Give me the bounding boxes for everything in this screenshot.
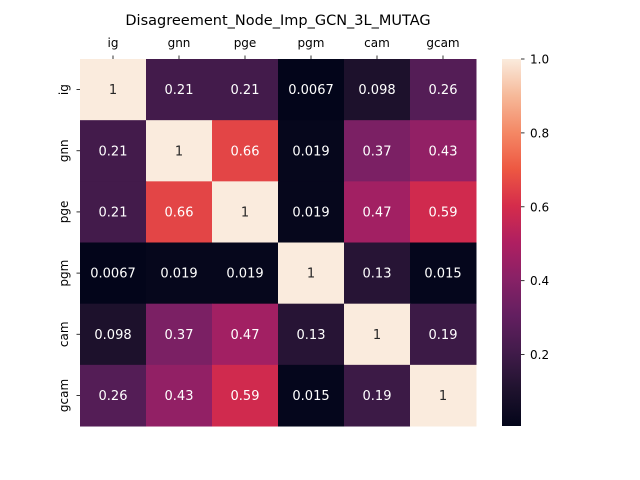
- cell-value-label: 1: [439, 389, 447, 404]
- cell-value-label: 0.66: [165, 205, 194, 220]
- cell-value-label: 0.015: [424, 267, 461, 282]
- x-tick-label: ig: [108, 36, 119, 50]
- cell-value-label: 0.21: [165, 83, 194, 98]
- cell-value-label: 1: [109, 83, 117, 98]
- cell-value-label: 0.37: [363, 144, 392, 159]
- cell-value-label: 0.0067: [90, 267, 136, 282]
- x-tick-label: gcam: [426, 36, 459, 50]
- colorbar: [502, 59, 521, 426]
- y-tick-label: ig: [57, 84, 71, 95]
- y-tick-label: gnn: [57, 139, 71, 162]
- y-tick-label: cam: [57, 321, 71, 347]
- colorbar-tick-label: 0.8: [530, 126, 549, 140]
- cell-value-label: 0.26: [429, 83, 458, 98]
- cell-value-label: 0.098: [358, 83, 395, 98]
- y-tick-label: pge: [57, 201, 71, 224]
- cell-value-label: 0.21: [231, 83, 260, 98]
- cell-value-label: 0.59: [231, 389, 260, 404]
- cell-value-label: 0.21: [99, 205, 128, 220]
- cell-value-label: 0.0067: [288, 83, 334, 98]
- cell-value-label: 1: [307, 267, 315, 282]
- cell-value-label: 1: [175, 144, 183, 159]
- y-tick-label: gcam: [57, 379, 71, 412]
- cell-value-label: 0.015: [292, 389, 329, 404]
- cell-value-label: 0.13: [297, 328, 326, 343]
- cell-value-label: 0.37: [165, 328, 194, 343]
- cell-value-label: 0.019: [292, 144, 329, 159]
- cell-value-label: 0.019: [160, 267, 197, 282]
- cell-value-label: 0.098: [94, 328, 131, 343]
- cell-value-label: 0.19: [429, 328, 458, 343]
- y-tick-label: pgm: [57, 260, 71, 287]
- cell-value-label: 0.26: [99, 389, 128, 404]
- cell-value-label: 1: [373, 328, 381, 343]
- cell-value-label: 0.43: [165, 389, 194, 404]
- colorbar-tick-label: 0.2: [530, 348, 549, 362]
- cell-value-label: 0.47: [363, 205, 392, 220]
- colorbar-tick-label: 0.4: [530, 274, 549, 288]
- cell-value-label: 0.13: [363, 267, 392, 282]
- x-tick-label: pgm: [298, 36, 325, 50]
- chart-title: Disagreement_Node_Imp_GCN_3L_MUTAG: [125, 13, 430, 29]
- x-tick-label: pge: [234, 36, 257, 50]
- cell-value-label: 0.43: [429, 144, 458, 159]
- cell-value-label: 0.47: [231, 328, 260, 343]
- colorbar-tick-label: 1.0: [530, 53, 549, 67]
- cell-value-label: 0.59: [429, 205, 458, 220]
- cell-value-label: 0.019: [226, 267, 263, 282]
- cell-value-label: 0.21: [99, 144, 128, 159]
- heatmap-cells: 1 0.21 0.21 0.0067 0.098 0.26 0.21 1 0.66 0.019 0.…: [80, 59, 477, 427]
- x-tick-label: cam: [364, 36, 390, 50]
- cell-value-label: 0.66: [231, 144, 260, 159]
- cell-value-label: 0.019: [292, 205, 329, 220]
- cell-value-label: 1: [241, 205, 249, 220]
- cell-value-label: 0.19: [363, 389, 392, 404]
- x-tick-label: gnn: [168, 36, 191, 50]
- colorbar-tick-label: 0.6: [530, 200, 549, 214]
